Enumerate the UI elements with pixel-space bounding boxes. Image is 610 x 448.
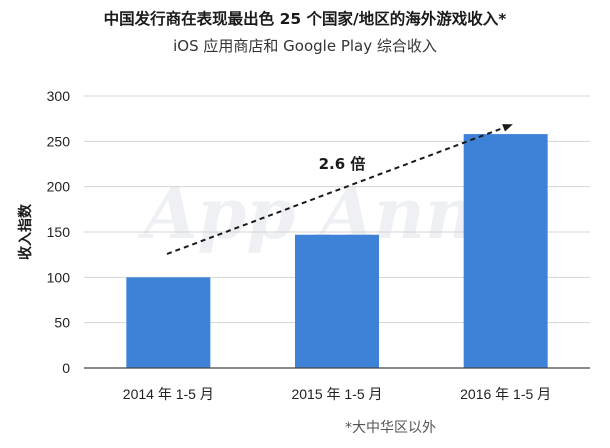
bars — [126, 134, 548, 368]
y-tick-label: 100 — [47, 269, 71, 285]
x-tick-label: 2014 年 1-5 月 — [123, 386, 214, 402]
y-tick-label: 150 — [47, 224, 71, 240]
y-tick-label: 200 — [47, 179, 71, 195]
y-tick-label: 50 — [54, 315, 70, 331]
growth-annotation: 2.6 倍 — [319, 155, 366, 173]
y-tick-label: 250 — [47, 133, 71, 149]
x-tick-label: 2016 年 1-5 月 — [460, 386, 551, 402]
bar — [126, 277, 211, 368]
x-tick-label: 2015 年 1-5 月 — [291, 386, 382, 402]
y-axis-label: 收入指数 — [17, 203, 34, 260]
bar — [463, 134, 548, 368]
footnote: *大中华区以外 — [345, 420, 436, 436]
x-axis-ticks: 2014 年 1-5 月 2015 年 1-5 月 2016 年 1-5 月 — [123, 386, 551, 402]
y-tick-label: 300 — [47, 88, 71, 104]
trend-arrow — [166, 124, 513, 255]
bar — [295, 234, 379, 368]
y-tick-label: 0 — [62, 360, 70, 376]
chart-title: 中国发行商在表现最出色 25 个国家/地区的海外游戏收入* — [104, 9, 507, 28]
chart-subtitle: iOS 应用商店和 Google Play 综合收入 — [173, 37, 437, 55]
y-axis-ticks: 0 50 100 150 200 250 300 — [47, 88, 71, 376]
